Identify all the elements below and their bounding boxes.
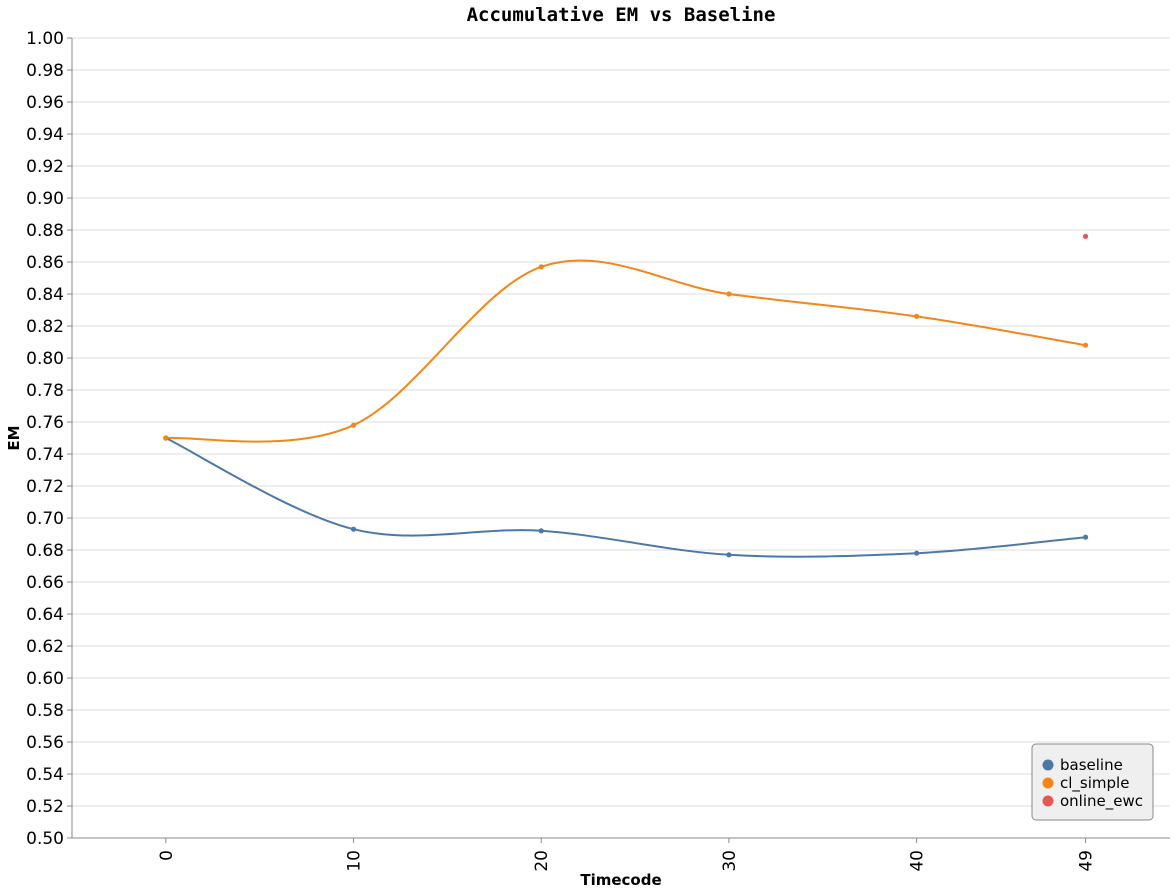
chart-title: Accumulative EM vs Baseline (467, 4, 776, 26)
y-tick-label: 0.94 (26, 125, 64, 145)
y-tick-label: 0.90 (26, 189, 64, 209)
y-tick-label: 0.72 (26, 477, 64, 497)
legend-label-baseline: baseline (1060, 756, 1123, 774)
y-tick-label: 0.84 (26, 285, 64, 305)
y-tick-label: 0.56 (26, 733, 64, 753)
series-line-cl_simple (165, 259, 1086, 443)
y-tick-label: 1.00 (26, 29, 64, 49)
data-point-online_ewc (1082, 233, 1089, 239)
data-point-cl_simple (914, 313, 920, 319)
y-tick-label: 0.80 (26, 349, 64, 369)
legend-marker-cl_simple (1042, 777, 1054, 789)
x-tick-label: 40 (908, 850, 928, 872)
grid (72, 37, 1170, 839)
x-tick-label: 30 (720, 850, 740, 872)
legend-label-cl_simple: cl_simple (1060, 774, 1129, 793)
y-tick-label: 0.52 (26, 797, 64, 817)
axes: 0.50 0.52 0.54 0.56 0.58 0.60 0.62 0.64 0.66 0.68… (26, 29, 1170, 872)
legend-box (1031, 743, 1154, 821)
y-tick-label: 0.68 (26, 541, 64, 561)
y-tick-label: 0.74 (26, 445, 64, 465)
y-axis-title: EM (5, 425, 23, 450)
y-tick-label: 0.98 (26, 61, 64, 81)
y-tick-label: 0.50 (26, 829, 64, 849)
y-tick-label: 0.58 (26, 701, 64, 721)
y-tick-label: 0.88 (26, 221, 64, 241)
data-point-cl_simple (538, 264, 544, 270)
legend-marker-online_ewc (1042, 795, 1054, 807)
data-point-baseline (1082, 534, 1089, 540)
y-tick-label: 0.66 (26, 573, 64, 593)
x-tick-label: 49 (1077, 850, 1097, 872)
data-point-cl_simple (350, 422, 357, 428)
y-tick-label: 0.78 (26, 381, 64, 401)
data-point-cl_simple (163, 435, 169, 441)
legend-marker-baseline (1042, 759, 1054, 771)
series-line-baseline (165, 437, 1086, 558)
data-point-baseline (914, 550, 920, 556)
series-layer (163, 233, 1089, 558)
y-tick-label: 0.86 (26, 253, 64, 273)
y-tick-label: 0.54 (26, 765, 64, 785)
x-tick-label: 20 (532, 850, 552, 872)
y-tick-label: 0.76 (26, 413, 64, 433)
data-point-baseline (538, 528, 544, 534)
y-tick-label: 0.96 (26, 93, 64, 113)
data-point-baseline (726, 552, 732, 558)
y-tick-label: 0.92 (26, 157, 64, 177)
data-point-baseline (350, 526, 357, 532)
x-axis-title: Timecode (580, 871, 661, 889)
x-tick-label: 0 (157, 850, 177, 861)
y-tick-label: 0.62 (26, 637, 64, 657)
x-tick-label: 10 (345, 850, 365, 872)
legend-label-online_ewc: online_ewc (1060, 792, 1143, 811)
y-tick-label: 0.70 (26, 509, 64, 529)
y-tick-label: 0.64 (26, 605, 64, 625)
data-point-cl_simple (726, 291, 732, 297)
data-point-cl_simple (1082, 342, 1089, 348)
y-tick-label: 0.82 (26, 317, 64, 337)
y-tick-label: 0.60 (26, 669, 64, 689)
